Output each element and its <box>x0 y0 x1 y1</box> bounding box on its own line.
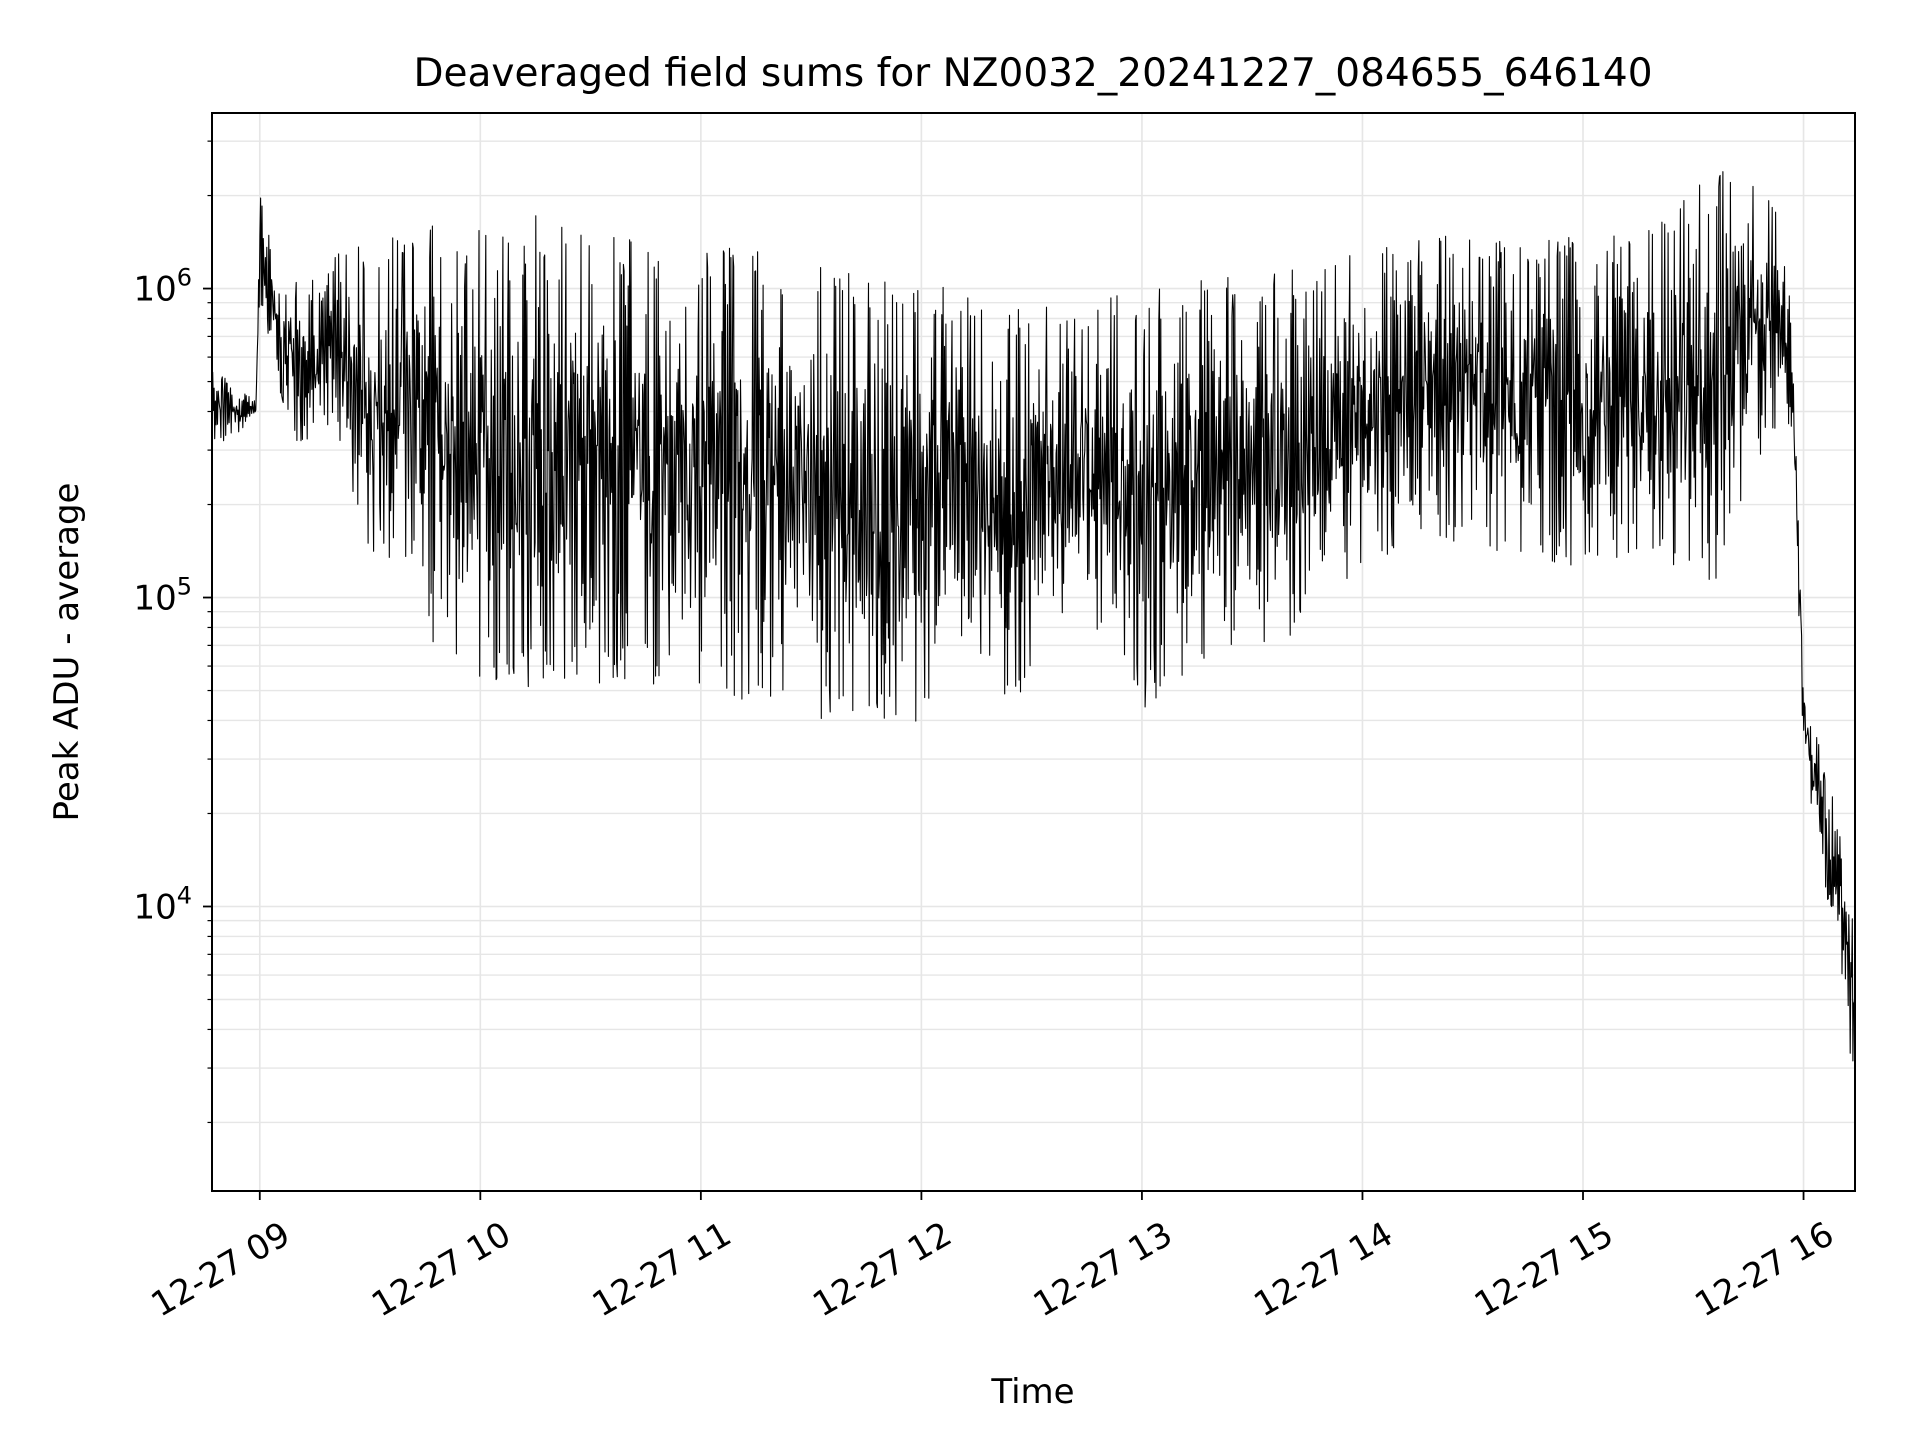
y-tick-label: 105 <box>133 573 192 619</box>
y-tick-label-base: 10 <box>133 579 176 619</box>
plot-frame <box>211 112 1856 1192</box>
chart-title: Deaveraged field sums for NZ0032_2024122… <box>413 51 1652 96</box>
y-tick-label: 106 <box>133 264 192 310</box>
x-axis-label: Time <box>990 1372 1074 1412</box>
grid-layer <box>212 113 1855 1191</box>
y-tick-label-exponent: 6 <box>177 264 192 292</box>
y-tick-label-base: 10 <box>133 270 176 310</box>
y-tick-label-exponent: 4 <box>177 881 192 909</box>
y-axis-label: Peak ADU - average <box>47 483 87 822</box>
y-tick-label: 104 <box>133 881 192 927</box>
y-tick-label-base: 10 <box>133 887 176 927</box>
series-line <box>211 171 1856 1062</box>
y-tick-label-exponent: 5 <box>177 573 192 601</box>
